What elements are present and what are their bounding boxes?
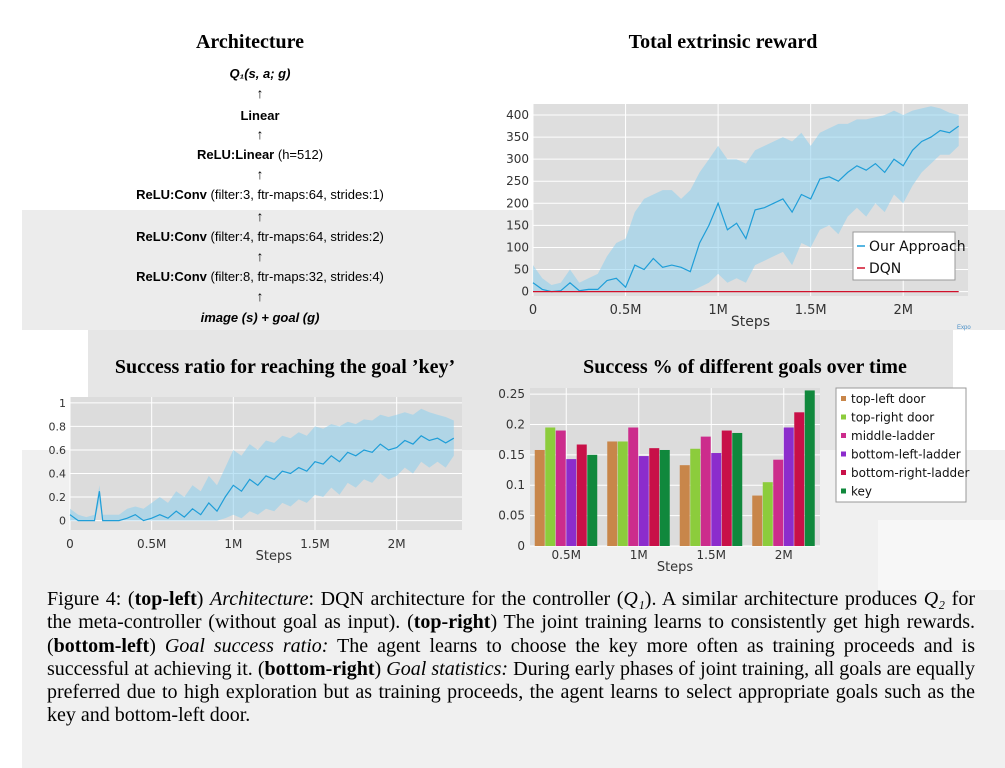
architecture-output-label: Q₁(s, a; g) (229, 66, 291, 81)
success-ratio-chart-title: Success ratio for reaching the goal ’key… (114, 356, 456, 378)
architecture-input: image (s) + goal (g) (60, 310, 460, 325)
architecture-output: Q₁(s, a; g) (60, 66, 460, 81)
architecture-arrow-5: ↑ (256, 288, 264, 304)
architecture-layer-3: ReLU:Conv (filter:3, ftr-maps:64, stride… (60, 187, 460, 202)
figure-caption: Figure 4: (top-left) Architecture: DQN a… (47, 588, 975, 727)
layer-4-name: ReLU:Conv (136, 229, 207, 244)
caption-br-label: bottom-right (264, 657, 375, 680)
caption-figure-label: Figure 4: (47, 588, 122, 610)
layer-5-name: ReLU:Conv (136, 269, 207, 284)
caption-tl-label: top-left (134, 588, 197, 610)
architecture-arrow-dashed: ↑ (256, 85, 264, 101)
caption-tr-label: top-right (413, 611, 491, 634)
caption-tr-text: ) The joint training learns to consisten… (47, 611, 975, 657)
caption-br-text-1: ) (374, 657, 387, 680)
layer-3-params: (filter:3, ftr-maps:64, strides:1) (206, 187, 384, 202)
success-ratio-chart-y-tick-label: 0.8 (49, 420, 67, 433)
stray-label: Expo (957, 325, 971, 331)
architecture-layer-2: ReLU:Linear (h=512) (60, 147, 460, 162)
caption-tl-text-3: for the meta-controller (without goal as… (47, 588, 975, 634)
caption-bl-text-2: The agent learns to choose the key more … (47, 634, 975, 680)
caption-tl-name: Architecture (210, 588, 309, 610)
architecture-arrow-2: ↑ (256, 166, 264, 182)
architecture-arrow-1: ↑ (256, 126, 264, 142)
caption-bl-name: Goal success ratio: (164, 634, 329, 657)
architecture-layer-1: Linear (60, 108, 460, 123)
reward-chart-y-tick-label: 350 (506, 130, 529, 144)
caption-tl-text-1: : DQN architecture for the controller ( (308, 588, 624, 610)
caption-bl-label: bottom-left (53, 634, 150, 657)
reward-chart-y-tick-label: 300 (506, 152, 529, 166)
caption-bl-text-1: ) (149, 634, 165, 657)
background-panel-right (878, 520, 1005, 590)
reward-chart-y-tick-label: 200 (506, 196, 529, 210)
layer-2-name: ReLU:Linear (196, 147, 275, 162)
architecture-arrow-4: ↑ (256, 248, 264, 264)
reward-chart-y-tick-label: 250 (506, 174, 529, 188)
caption-q2: Q₂ (923, 588, 946, 610)
layer-5-params: (filter:8, ftr-maps:32, strides:4) (206, 269, 384, 284)
background-panel-middle (88, 330, 953, 450)
layer-1-name: Linear (240, 108, 280, 123)
success-ratio-chart-y-tick-label: 1 (59, 397, 66, 410)
caption-tl-text-2: ). A similar architecture produces (644, 588, 924, 610)
architecture-layer-4: ReLU:Conv (filter:4, ftr-maps:64, stride… (60, 229, 460, 244)
layer-3-name: ReLU:Conv (136, 187, 207, 202)
reward-chart-y-tick-label: 400 (506, 108, 529, 122)
architecture-title: Architecture (195, 31, 305, 53)
architecture-input-label: image (s) + goal (g) (200, 310, 320, 325)
caption-br-text-2: During early phases of joint training, a… (47, 657, 975, 727)
architecture-arrow-3: ↑ (256, 208, 264, 224)
goal-bars-chart-title: Success % of different goals over time (583, 356, 907, 378)
architecture-layer-5: ReLU:Conv (filter:8, ftr-maps:32, stride… (60, 269, 460, 284)
layer-2-params: (h=512) (274, 147, 324, 162)
caption-br-name: Goal statistics: (386, 657, 509, 680)
caption-q1: Q₁ (623, 588, 645, 610)
layer-4-params: (filter:4, ftr-maps:64, strides:2) (206, 229, 384, 244)
reward-chart-title: Total extrinsic reward (628, 31, 818, 53)
